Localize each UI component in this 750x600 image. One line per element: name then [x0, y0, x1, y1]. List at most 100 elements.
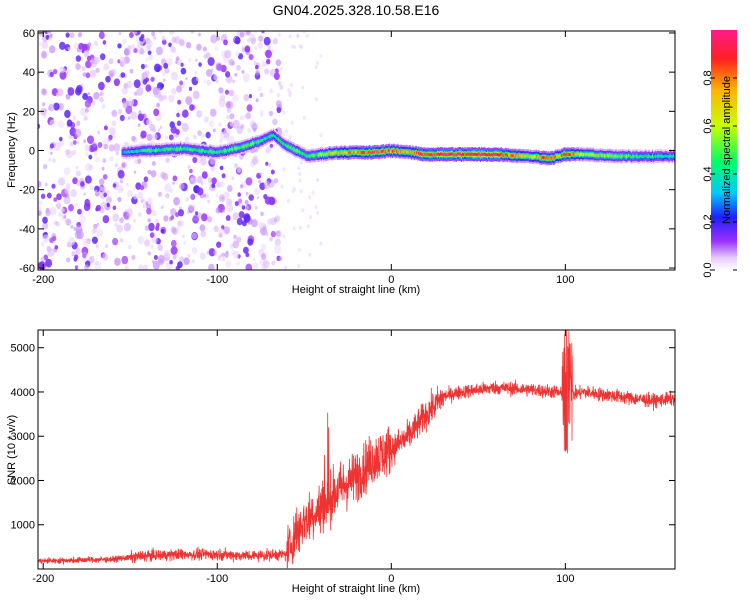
noise-blob	[282, 234, 286, 239]
noise-blob	[88, 256, 95, 264]
ridge-segment	[440, 152, 442, 156]
noise-blob	[192, 156, 198, 164]
noise-blob	[266, 58, 271, 65]
ridge-segment	[453, 153, 455, 157]
noise-blob	[229, 114, 232, 118]
ridge-segment	[527, 154, 530, 158]
noise-blob	[187, 253, 191, 258]
noise-blob	[172, 227, 178, 235]
ridge-segment	[536, 155, 538, 159]
noise-blob	[116, 185, 124, 194]
ridge-segment	[557, 154, 559, 158]
ridge-segment	[672, 154, 675, 158]
ridge-segment	[281, 141, 283, 145]
noise-blob	[306, 224, 310, 229]
noise-blob	[196, 110, 203, 118]
noise-blob	[68, 69, 71, 73]
colorbar-tick-label: 0.6	[702, 118, 714, 133]
noise-blob	[151, 161, 156, 166]
ridge-segment	[261, 138, 263, 142]
noise-blob	[208, 263, 215, 270]
noise-blob	[299, 189, 303, 194]
noise-blob	[75, 170, 81, 177]
ridge-segment	[473, 153, 475, 157]
noise-blob	[258, 221, 265, 229]
noise-blob	[130, 44, 136, 50]
ridge-segment	[411, 150, 414, 154]
ridge-segment	[179, 147, 181, 151]
noise-blob	[162, 78, 166, 82]
noise-blob	[170, 215, 175, 220]
ridge-segment	[657, 154, 659, 158]
ridge-segment	[324, 152, 326, 156]
noise-blob	[261, 253, 267, 260]
y-tick-label: 40	[23, 67, 35, 79]
colorbar-tick-label: 0.2	[702, 214, 714, 229]
noise-blob	[57, 88, 64, 97]
x-tick-label: -200	[32, 274, 54, 286]
ridge-segment	[386, 149, 389, 153]
noise-blob	[94, 40, 99, 47]
noise-blob	[126, 80, 133, 89]
noise-blob	[277, 81, 282, 86]
ridge-segment	[135, 149, 137, 153]
y-tick-label: 4000	[11, 387, 35, 399]
ridge-segment	[447, 152, 449, 156]
ridge-segment	[280, 139, 282, 143]
noise-blob	[185, 197, 189, 202]
ridge-segment	[388, 148, 391, 152]
noise-blob	[72, 140, 77, 145]
noise-blob	[124, 213, 130, 221]
ridge-segment	[484, 152, 487, 156]
noise-blob	[269, 143, 274, 148]
noise-blob	[38, 123, 41, 130]
noise-blob	[245, 112, 252, 120]
noise-blob	[274, 238, 281, 246]
noise-blob	[42, 216, 48, 224]
ridge-segment	[507, 153, 510, 157]
noise-blob	[195, 211, 199, 216]
ridge-segment	[197, 148, 200, 152]
noise-blob	[260, 109, 264, 114]
ridge-segment	[213, 150, 215, 154]
ridge-segment	[552, 156, 555, 160]
noise-blob	[216, 36, 221, 41]
noise-blob	[192, 90, 200, 100]
noise-blob	[38, 180, 42, 188]
ridge-segment	[554, 154, 557, 158]
noise-blob	[103, 63, 110, 71]
ridge-segment	[402, 150, 404, 154]
ridge-segment	[395, 150, 397, 154]
noise-blob	[163, 249, 171, 259]
ridge-segment	[595, 154, 597, 158]
noise-blob	[94, 156, 100, 163]
ridge-segment	[189, 148, 191, 152]
ridge-segment	[240, 145, 242, 149]
noise-blob	[181, 122, 189, 132]
noise-blob	[297, 247, 301, 252]
noise-blob	[314, 65, 318, 70]
noise-blob	[74, 254, 79, 260]
ridge-segment	[238, 146, 240, 150]
ridge-segment	[509, 153, 511, 157]
ridge-segment	[653, 155, 655, 159]
noise-blob	[300, 44, 303, 49]
ridge-segment	[543, 156, 545, 160]
ridge-segment	[668, 155, 670, 159]
ridge-segment	[556, 154, 558, 158]
noise-blob	[205, 131, 211, 139]
ridge-segment	[279, 138, 281, 142]
noise-blob	[279, 85, 284, 90]
ridge-segment	[196, 148, 198, 152]
ridge-segment	[471, 152, 473, 156]
ridge-segment	[618, 154, 620, 158]
ridge-segment	[181, 147, 183, 151]
noise-blob	[38, 41, 42, 46]
noise-blob	[198, 62, 202, 67]
noise-blob	[94, 190, 98, 194]
noise-blob	[131, 135, 136, 142]
ridge-segment	[479, 153, 481, 157]
noise-blob	[276, 93, 280, 97]
noise-blob	[49, 143, 55, 149]
ridge-segment	[219, 149, 221, 153]
